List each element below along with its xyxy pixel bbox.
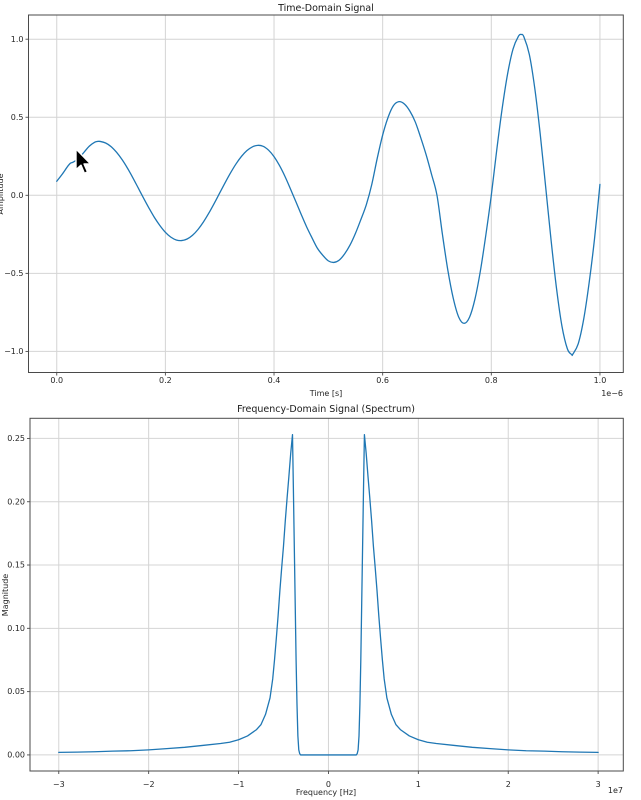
y-tick-label: 0.00 [7,751,25,760]
x-tick-label: −1 [233,780,245,789]
y-tick-label: 0.05 [7,687,25,696]
y-tick-label: 0.10 [7,624,25,633]
x-tick-label: 0.0 [50,376,63,385]
y-tick-label: 0.5 [11,113,24,122]
axes-border [29,417,624,772]
y-tick-label: 0.20 [7,497,25,506]
x-tick-label: 1.0 [594,376,607,385]
mouse-cursor-icon [75,148,92,174]
spectrum-line [58,433,599,756]
x-tick-label: 0 [326,780,331,789]
time-plot-title: Time-Domain Signal [277,3,374,14]
x-tick-label: 0.6 [376,376,389,385]
frequency-plot-xlabel: Frequency [Hz] [296,788,356,797]
x-tick-label: 0.2 [159,376,172,385]
x-tick-label: 2 [506,780,511,789]
y-tick-label: 0.15 [7,561,25,570]
time-plot-x-offset-label: 1e−6 [601,389,623,398]
time-plot-xlabel: Time [s] [309,389,343,398]
x-tick-label: 0.8 [485,376,498,385]
time-plot-ylabel: Amplitude [0,173,5,214]
y-tick-label: 1.0 [11,35,24,44]
frequency-plot-x-offset-label: 1e7 [608,786,623,795]
x-tick-label: 1 [416,780,421,789]
frequency-plot-title: Frequency-Domain Signal (Spectrum) [237,404,415,415]
x-tick-label: −2 [143,780,155,789]
frequency-domain-plot: Frequency-Domain Signal (Spectrum) −3 −2 −… [1,404,624,797]
y-tick-label: −0.5 [4,269,23,278]
x-tick-label: 3 [596,780,601,789]
signal-line [56,33,601,357]
axes-border [28,14,624,373]
x-tick-label: −3 [53,780,65,789]
time-domain-plot: Time-Domain Signal 0.0 0.2 0.4 0.6 0.8 1.0 1.0… [0,3,624,398]
y-tick-label: −1.0 [4,347,23,356]
y-tick-label: 0.0 [11,191,24,200]
y-tick-label: 0.25 [7,434,25,443]
x-tick-label: 0.4 [268,376,281,385]
frequency-plot-ylabel: Magnitude [1,574,10,616]
